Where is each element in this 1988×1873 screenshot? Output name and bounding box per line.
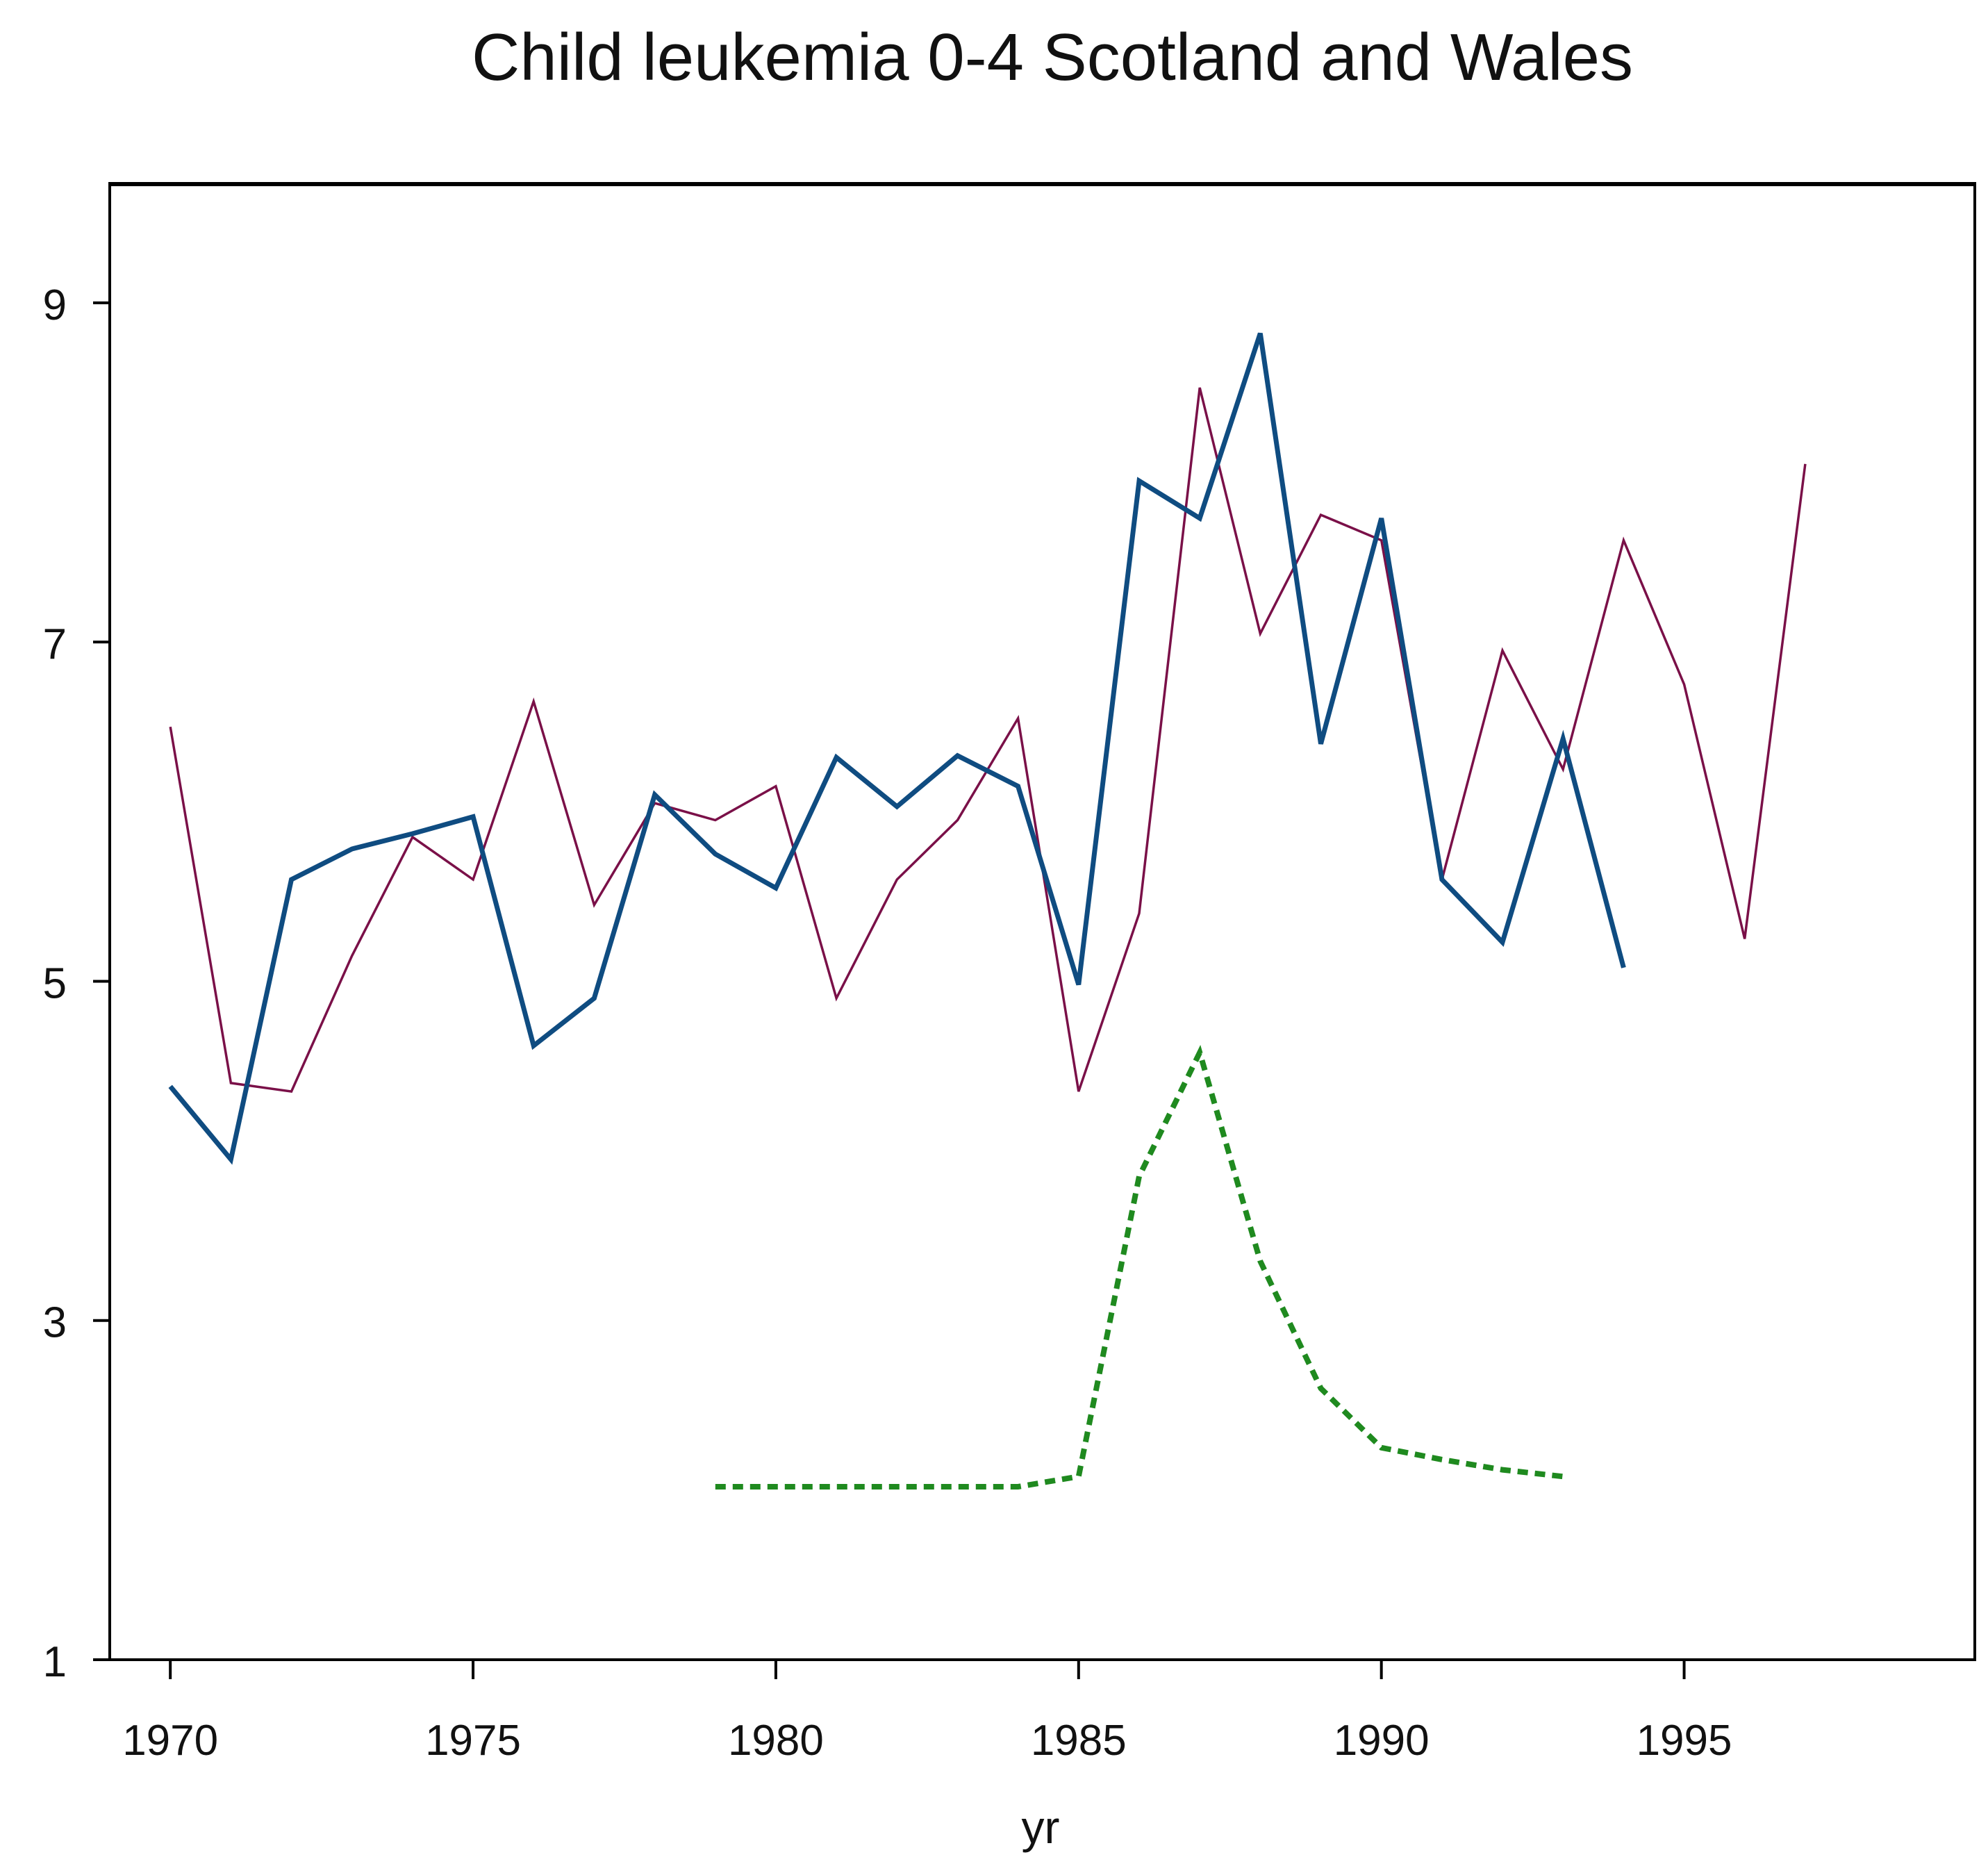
y-axis: 1 3 5 7 9 — [43, 281, 110, 1686]
y-tick-label: 9 — [43, 281, 67, 329]
y-tick-label: 1 — [43, 1638, 67, 1686]
x-tick-label: 1985 — [1031, 1717, 1127, 1765]
x-tick-label: 1980 — [728, 1717, 824, 1765]
series-line-green-dotted — [715, 1044, 1564, 1490]
x-tick-label: 1970 — [122, 1717, 218, 1765]
chart-title: Child leukemia 0-4 Scotland and Wales — [472, 20, 1633, 94]
series-layer — [168, 332, 1807, 1490]
x-tick-label: 1975 — [425, 1717, 521, 1765]
series-line-purple — [169, 387, 1807, 1094]
series-line-blue — [168, 332, 1626, 1165]
x-axis-title: yr — [1022, 1801, 1060, 1853]
x-tick-label: 1995 — [1637, 1717, 1732, 1765]
plot-frame — [108, 182, 1976, 1661]
y-tick-label: 7 — [43, 620, 67, 668]
x-axis: 1970 1975 1980 1985 1990 1995 — [122, 1660, 1732, 1765]
y-tick-label: 3 — [43, 1299, 67, 1347]
y-tick-label: 5 — [43, 959, 67, 1007]
x-tick-label: 1990 — [1334, 1717, 1430, 1765]
